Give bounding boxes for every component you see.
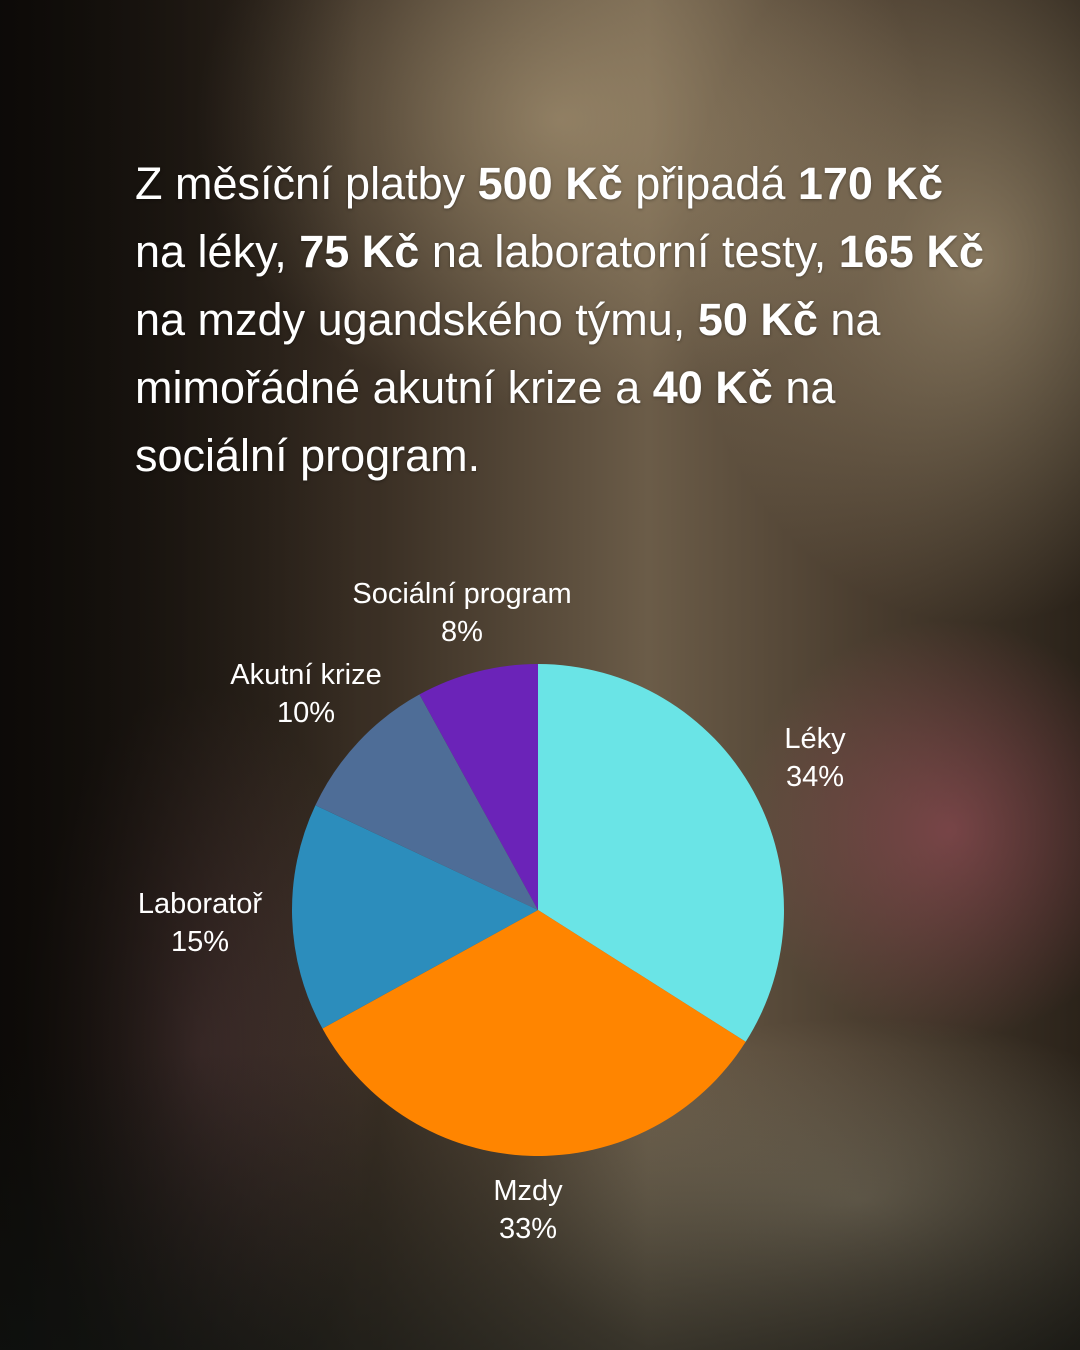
headline-part-4: na laboratorní testy, <box>419 226 839 277</box>
headline-part-6: na mimořádné akutní krize a <box>135 294 881 413</box>
pie-label-value: 8% <box>441 616 483 648</box>
pie-slice-mzdy <box>322 910 746 1156</box>
headline-amount-crisis: 50 Kč <box>697 294 818 345</box>
headline-part-3: na léky, <box>135 226 300 277</box>
pie-labels: Léky 34% Mzdy 33% Laboratoř 15% Akutní krize 10… <box>138 578 846 1245</box>
headline-part-5: na mzdy ugandského týmu, <box>135 294 698 345</box>
pie-slice-akutní-krize <box>315 694 538 910</box>
headline-part-7: na sociální program. <box>135 362 836 481</box>
pie-label-name: Akutní krize <box>230 659 382 691</box>
pie-label-name: Laboratoř <box>138 888 263 920</box>
pie-label-value: 33% <box>499 1213 557 1245</box>
pie-label-name: Mzdy <box>493 1175 563 1207</box>
pie-slice-sociální-program <box>419 664 538 910</box>
pie-slices <box>292 664 784 1156</box>
headline-part-1: Z měsíční platby <box>135 158 478 209</box>
headline-amount-wages: 165 Kč <box>838 226 984 277</box>
headline-amount-lab: 75 Kč <box>299 226 420 277</box>
pie-slice-laboratoř <box>292 805 538 1029</box>
pie-label-name: Sociální program <box>352 578 571 610</box>
pie-label-value: 15% <box>171 926 229 958</box>
pie-label-value: 34% <box>786 761 844 793</box>
pie-label-name: Léky <box>784 723 846 755</box>
pie-label-value: 10% <box>277 697 335 729</box>
headline-text: Z měsíční platby 500 Kč připadá 170 Kč n… <box>135 150 995 490</box>
headline-amount-medicine: 170 Kč <box>797 158 943 209</box>
headline-part-2: připadá <box>622 158 798 209</box>
headline-amount-social: 40 Kč <box>652 362 773 413</box>
headline-amount-total: 500 Kč <box>477 158 623 209</box>
pie-slice-léky <box>538 664 784 1042</box>
